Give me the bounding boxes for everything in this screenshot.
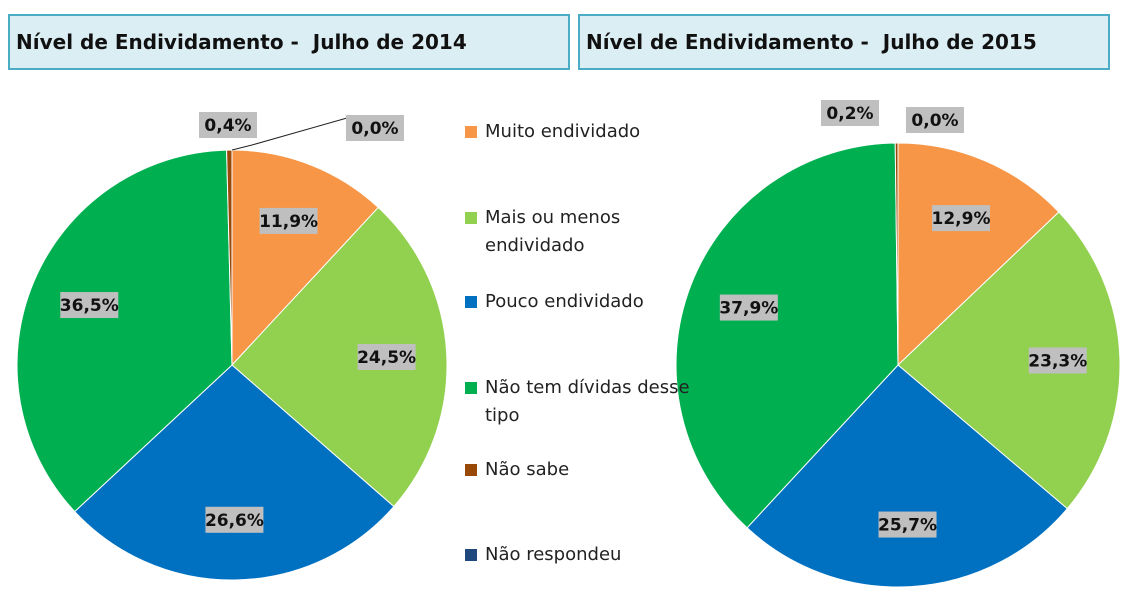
- pie-slice: [746, 364, 1068, 588]
- label-box: [1028, 347, 1087, 374]
- data-label: 0,2%: [826, 104, 873, 124]
- data-label: 24,5%: [357, 348, 416, 368]
- pie-slice: [897, 142, 1060, 367]
- chart-title: Nível de Endividamento - Julho de 2014: [8, 14, 570, 70]
- data-label: 12,9%: [932, 209, 991, 229]
- pie-slice: [675, 142, 899, 529]
- legend-swatch: [465, 296, 477, 308]
- legend-swatch: [465, 212, 477, 224]
- data-label: 25,7%: [878, 516, 937, 536]
- pie-slice: [73, 364, 395, 581]
- legend-swatch: [465, 126, 477, 138]
- legend-item: Não respondeu: [465, 541, 695, 569]
- data-label: 23,3%: [1028, 351, 1087, 371]
- pie-slice: [231, 206, 448, 508]
- legend-label: Mais ou menos endividado: [485, 207, 621, 256]
- pie-slice: [897, 211, 1121, 510]
- label-box: [821, 100, 879, 126]
- label-box: [60, 292, 119, 319]
- legend-label: Pouco endividado: [485, 291, 644, 312]
- data-label: 26,6%: [205, 511, 264, 531]
- legend-item: Não sabe: [465, 456, 695, 484]
- data-label: 0,4%: [204, 116, 251, 136]
- label-box: [259, 207, 318, 234]
- pie-slice: [16, 149, 233, 513]
- label-box: [719, 294, 778, 321]
- label-box: [199, 112, 257, 138]
- data-label: 37,9%: [719, 299, 778, 319]
- legend-item: Mais ou menos endividado: [465, 204, 695, 260]
- legend-item: Não tem dívidas desse tipo: [465, 374, 695, 430]
- label-box: [205, 506, 264, 533]
- label-box: [906, 107, 964, 133]
- legend-swatch: [465, 464, 477, 476]
- label-box: [346, 115, 404, 141]
- legend-label: Não respondeu: [485, 544, 622, 565]
- legend-swatch: [465, 382, 477, 394]
- label-box: [878, 511, 937, 538]
- chart-title: Nível de Endividamento - Julho de 2015: [578, 14, 1110, 70]
- data-label: 11,9%: [259, 212, 318, 232]
- data-label: 0,0%: [911, 111, 958, 131]
- leader-line: [231, 117, 348, 151]
- legend-label: Não tem dívidas desse tipo: [485, 377, 690, 426]
- legend-item: Pouco endividado: [465, 288, 695, 316]
- legend-item: Muito endividado: [465, 118, 695, 146]
- legend-label: Muito endividado: [485, 121, 641, 142]
- label-box: [932, 205, 991, 232]
- pie-slice: [231, 149, 380, 367]
- legend-swatch: [465, 549, 477, 561]
- data-label: 0,0%: [351, 119, 398, 139]
- legend-label: Não sabe: [485, 459, 570, 480]
- label-box: [357, 343, 416, 370]
- data-label: 36,5%: [60, 296, 119, 316]
